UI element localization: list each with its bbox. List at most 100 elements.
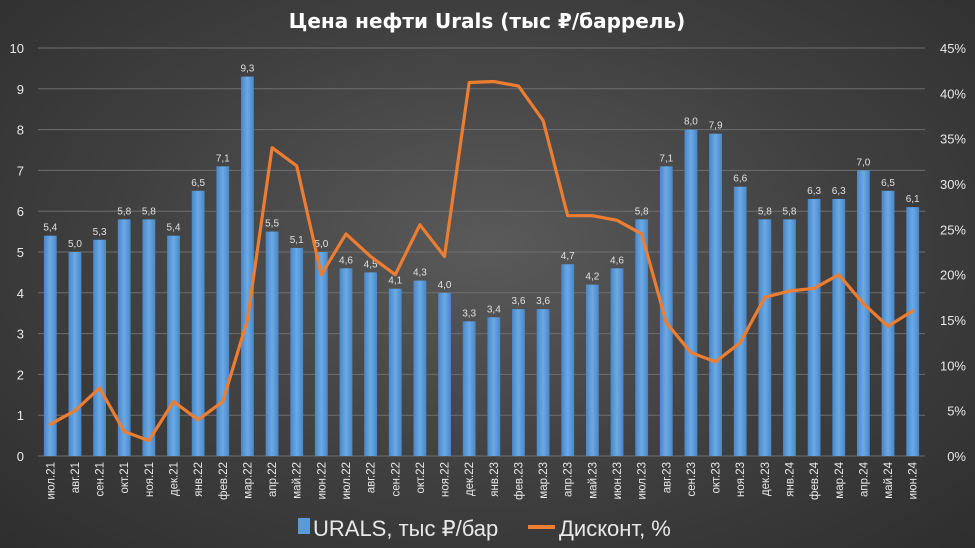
x-tick-label: янв.22 <box>193 462 205 497</box>
y-left-tick-label: 5 <box>17 245 24 260</box>
bar-value-label: 5,4 <box>167 223 181 234</box>
x-tick-label: дек.21 <box>169 462 181 496</box>
x-tick-label: авг.21 <box>70 462 82 493</box>
y-left-tick-label: 6 <box>17 204 24 219</box>
x-tick-label: окт.22 <box>415 462 427 494</box>
x-tick-label: апр.22 <box>267 462 279 497</box>
bar <box>142 219 156 456</box>
bar <box>339 268 353 456</box>
bar-value-label: 5,8 <box>758 206 772 217</box>
bar-value-label: 6,3 <box>832 186 846 197</box>
y-left-tick-label: 7 <box>17 163 24 178</box>
bar-value-labels: 5,4 5,0 5,3 5,8 5,8 5,4 6,5 7,1 9,3 5,5 5,1 5,0 4,6 4… <box>43 64 920 320</box>
bar-value-label: 5,0 <box>314 239 328 250</box>
bar-value-label: 5,1 <box>290 235 304 246</box>
legend-label-urals: URALS, тыс ₽/бар <box>313 516 498 541</box>
bar <box>635 219 649 456</box>
bar <box>906 207 920 456</box>
bar <box>758 219 772 456</box>
bar-value-label: 6,1 <box>906 194 920 205</box>
x-tick-label: ноя.21 <box>144 462 156 497</box>
bar <box>68 252 82 456</box>
bar-value-label: 4,5 <box>364 259 378 270</box>
bar-value-label: 4,7 <box>561 251 575 262</box>
bar-value-label: 5,5 <box>265 219 279 230</box>
gridlines <box>38 47 925 457</box>
x-tick-label: апр.23 <box>563 462 575 497</box>
bar-value-label: 3,4 <box>487 304 501 315</box>
bar-value-label: 5,0 <box>68 239 82 250</box>
x-tick-label: май.24 <box>883 461 895 498</box>
x-tick-label: апр.24 <box>858 461 870 497</box>
bar <box>709 133 722 456</box>
bar <box>462 321 476 456</box>
x-tick-label: май.23 <box>587 462 599 499</box>
bar <box>364 272 378 456</box>
bar <box>585 284 599 456</box>
x-tick-label: ноя.23 <box>735 462 747 497</box>
y-right-tick-label: 45% <box>940 41 966 56</box>
x-tick-label: июн.24 <box>908 461 920 499</box>
bar <box>659 166 673 456</box>
y-right-tick-label: 35% <box>940 132 966 147</box>
y-left-tick-label: 2 <box>17 367 24 382</box>
y-right-tick-label: 10% <box>940 358 966 373</box>
y-right-tick-label: 25% <box>940 222 966 237</box>
bar-value-label: 4,0 <box>438 280 452 291</box>
chart-title: Цена нефти Urals (тыс ₽/баррель) <box>289 9 685 33</box>
bar-value-label: 8,0 <box>684 117 698 128</box>
y-right-tick-label: 15% <box>940 313 966 328</box>
bar <box>216 166 230 456</box>
bar <box>856 170 870 456</box>
y-left-tick-label: 0 <box>17 449 24 464</box>
bar <box>438 292 451 456</box>
x-tick-label: сен.22 <box>390 462 402 496</box>
bar <box>290 247 304 456</box>
bar <box>167 235 180 456</box>
y-axis-right: 0% 5% 10% 15% 20% 25% 30% 35% 40% 45% <box>940 41 966 464</box>
bar <box>314 252 328 456</box>
bar-value-label: 4,2 <box>585 272 599 283</box>
bar-value-label: 5,8 <box>142 206 156 217</box>
bar-value-label: 6,3 <box>807 186 821 197</box>
bar-value-label: 6,5 <box>881 178 895 189</box>
bar-value-label: 4,6 <box>610 255 624 266</box>
bar-series <box>43 76 920 457</box>
y-right-tick-label: 30% <box>940 177 966 192</box>
bar-value-label: 4,6 <box>339 255 353 266</box>
bar-value-label: 4,1 <box>388 276 402 287</box>
y-left-tick-label: 9 <box>17 82 24 97</box>
discount-line <box>48 79 915 443</box>
y-right-tick-label: 5% <box>947 404 966 419</box>
x-axis: июл.21 авг.21 сен.21 окт.21 ноя.21 дек.21 янв.… <box>45 461 919 500</box>
x-tick-label: янв.23 <box>489 462 501 497</box>
y-left-tick-label: 4 <box>17 286 24 301</box>
x-tick-label: сен.23 <box>686 462 698 496</box>
bar <box>561 264 575 456</box>
y-left-tick-label: 10 <box>10 41 24 56</box>
bar-value-label: 3,6 <box>512 296 526 307</box>
x-tick-label: май.22 <box>292 462 304 499</box>
legend-swatch-urals <box>298 518 310 534</box>
x-tick-label: июн.22 <box>316 462 328 499</box>
bar <box>733 186 747 456</box>
bar <box>265 231 279 456</box>
x-tick-label: янв.24 <box>784 461 796 496</box>
x-tick-label: июл.21 <box>45 462 57 500</box>
bar <box>536 309 550 456</box>
x-tick-label: сен.21 <box>95 462 107 496</box>
x-tick-label: мар.23 <box>538 462 550 499</box>
x-tick-label: мар.24 <box>834 461 846 498</box>
bar <box>783 219 796 456</box>
bar <box>610 268 624 456</box>
line-series <box>48 79 915 443</box>
x-tick-label: июл.22 <box>341 462 353 500</box>
bar-value-label: 3,3 <box>462 308 476 319</box>
bar <box>388 288 402 456</box>
x-tick-label: авг.22 <box>366 462 378 493</box>
x-tick-label: окт.23 <box>711 462 723 494</box>
y-left-tick-label: 3 <box>17 327 24 342</box>
legend: URALS, тыс ₽/бар Дисконт, % <box>298 516 671 541</box>
bar-value-label: 5,8 <box>635 206 649 217</box>
bar <box>684 129 698 456</box>
